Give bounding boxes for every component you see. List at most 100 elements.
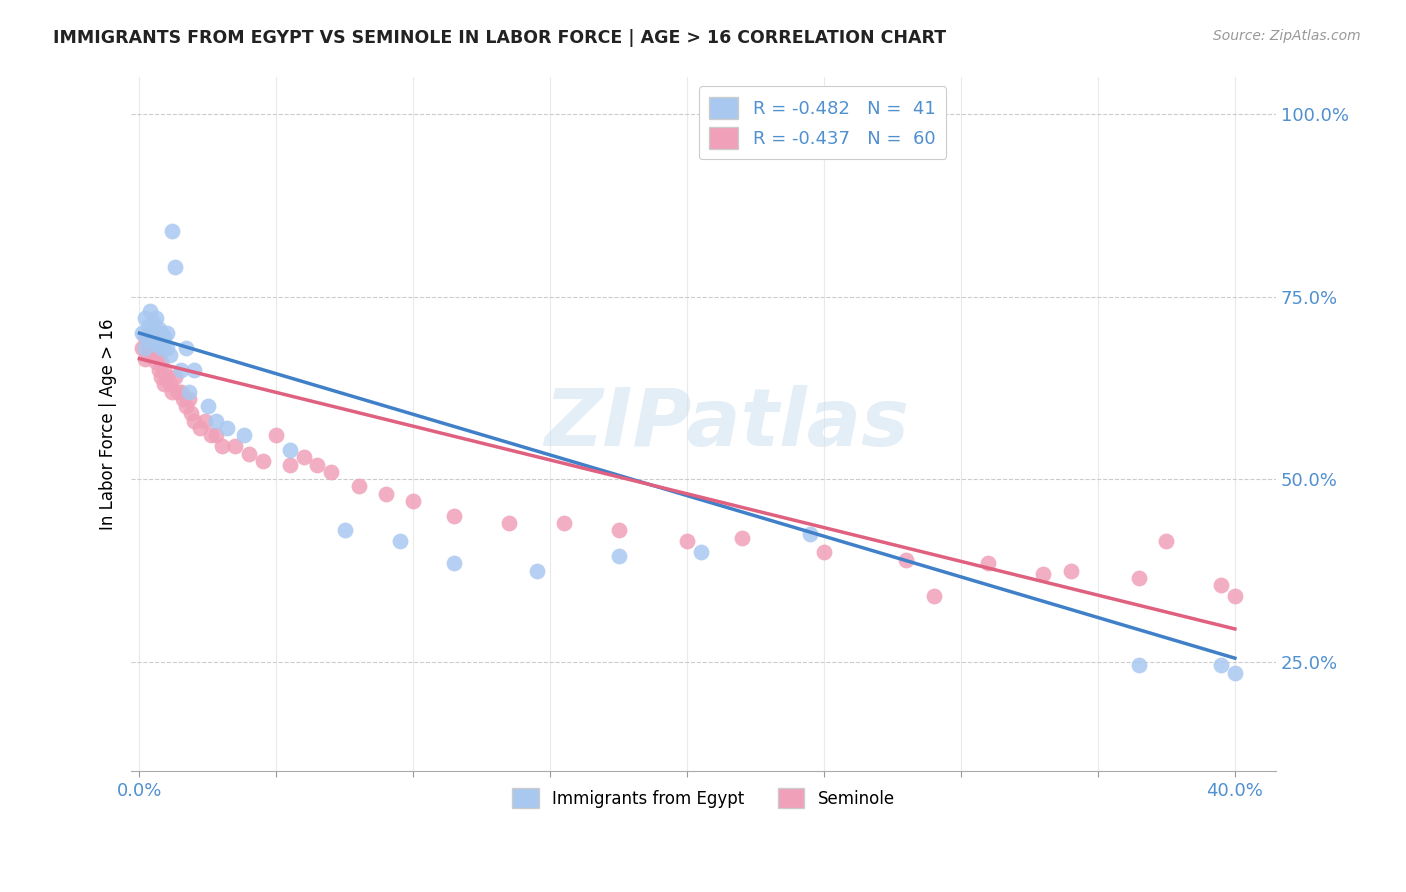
Text: Source: ZipAtlas.com: Source: ZipAtlas.com xyxy=(1213,29,1361,43)
Point xyxy=(321,465,343,479)
Point xyxy=(169,384,191,399)
Point xyxy=(443,556,465,570)
Point xyxy=(183,414,205,428)
Point xyxy=(977,556,1000,570)
Point xyxy=(1211,658,1233,673)
Point xyxy=(689,545,711,559)
Point xyxy=(148,322,170,336)
Point xyxy=(211,439,233,453)
Point xyxy=(142,344,165,359)
Point xyxy=(162,224,184,238)
Point xyxy=(153,337,176,351)
Point xyxy=(139,341,162,355)
Point xyxy=(217,421,239,435)
Point xyxy=(676,534,699,549)
Point xyxy=(238,447,260,461)
Point xyxy=(180,407,202,421)
Point xyxy=(172,392,194,406)
Point xyxy=(1223,665,1246,680)
Point xyxy=(799,527,821,541)
Point xyxy=(194,414,217,428)
Point xyxy=(131,326,153,340)
Point xyxy=(1128,658,1150,673)
Point xyxy=(205,428,228,442)
Point xyxy=(278,442,301,457)
Text: IMMIGRANTS FROM EGYPT VS SEMINOLE IN LABOR FORCE | AGE > 16 CORRELATION CHART: IMMIGRANTS FROM EGYPT VS SEMINOLE IN LAB… xyxy=(53,29,946,46)
Point xyxy=(136,318,159,333)
Point xyxy=(174,341,197,355)
Point xyxy=(1128,571,1150,585)
Point xyxy=(1223,589,1246,603)
Point xyxy=(165,260,187,275)
Point xyxy=(177,392,200,406)
Point xyxy=(922,589,945,603)
Point xyxy=(134,311,156,326)
Point xyxy=(553,516,575,530)
Point xyxy=(174,399,197,413)
Point xyxy=(165,370,187,384)
Y-axis label: In Labor Force | Age > 16: In Labor Force | Age > 16 xyxy=(100,318,117,530)
Point xyxy=(169,362,191,376)
Point xyxy=(607,549,630,563)
Point xyxy=(1059,564,1081,578)
Point xyxy=(145,341,167,355)
Point xyxy=(136,334,159,348)
Point xyxy=(1032,567,1054,582)
Point xyxy=(388,534,411,549)
Point xyxy=(1156,534,1178,549)
Point xyxy=(131,341,153,355)
Point xyxy=(139,326,162,340)
Point xyxy=(374,487,396,501)
Point xyxy=(232,428,254,442)
Point xyxy=(731,531,754,545)
Point xyxy=(148,330,170,344)
Point xyxy=(153,377,176,392)
Point xyxy=(150,370,173,384)
Point xyxy=(443,508,465,523)
Point xyxy=(142,330,165,344)
Point xyxy=(142,326,165,340)
Point xyxy=(136,334,159,348)
Point xyxy=(159,348,181,362)
Point xyxy=(252,454,274,468)
Point xyxy=(145,355,167,369)
Point xyxy=(148,362,170,376)
Point xyxy=(153,362,176,376)
Point xyxy=(148,348,170,362)
Point xyxy=(136,348,159,362)
Point xyxy=(153,330,176,344)
Point xyxy=(166,384,188,399)
Legend: Immigrants from Egypt, Seminole: Immigrants from Egypt, Seminole xyxy=(506,781,901,815)
Point xyxy=(205,414,228,428)
Point xyxy=(197,399,219,413)
Point xyxy=(142,315,165,329)
Point xyxy=(813,545,835,559)
Point xyxy=(150,355,173,369)
Point xyxy=(224,439,246,453)
Point xyxy=(200,428,222,442)
Point xyxy=(162,384,184,399)
Point xyxy=(266,428,288,442)
Point xyxy=(607,524,630,538)
Point xyxy=(278,458,301,472)
Point xyxy=(139,304,162,318)
Point xyxy=(177,384,200,399)
Point xyxy=(156,370,179,384)
Point xyxy=(188,421,211,435)
Point xyxy=(896,552,918,566)
Point xyxy=(150,326,173,340)
Text: ZIPatlas: ZIPatlas xyxy=(544,385,910,464)
Point xyxy=(145,337,167,351)
Point xyxy=(134,351,156,366)
Point xyxy=(1211,578,1233,592)
Point xyxy=(134,330,156,344)
Point xyxy=(134,341,156,355)
Point xyxy=(402,494,425,508)
Point xyxy=(292,450,315,465)
Point xyxy=(183,362,205,376)
Point xyxy=(156,326,179,340)
Point xyxy=(498,516,520,530)
Point xyxy=(333,524,356,538)
Point xyxy=(159,377,181,392)
Point xyxy=(347,479,370,493)
